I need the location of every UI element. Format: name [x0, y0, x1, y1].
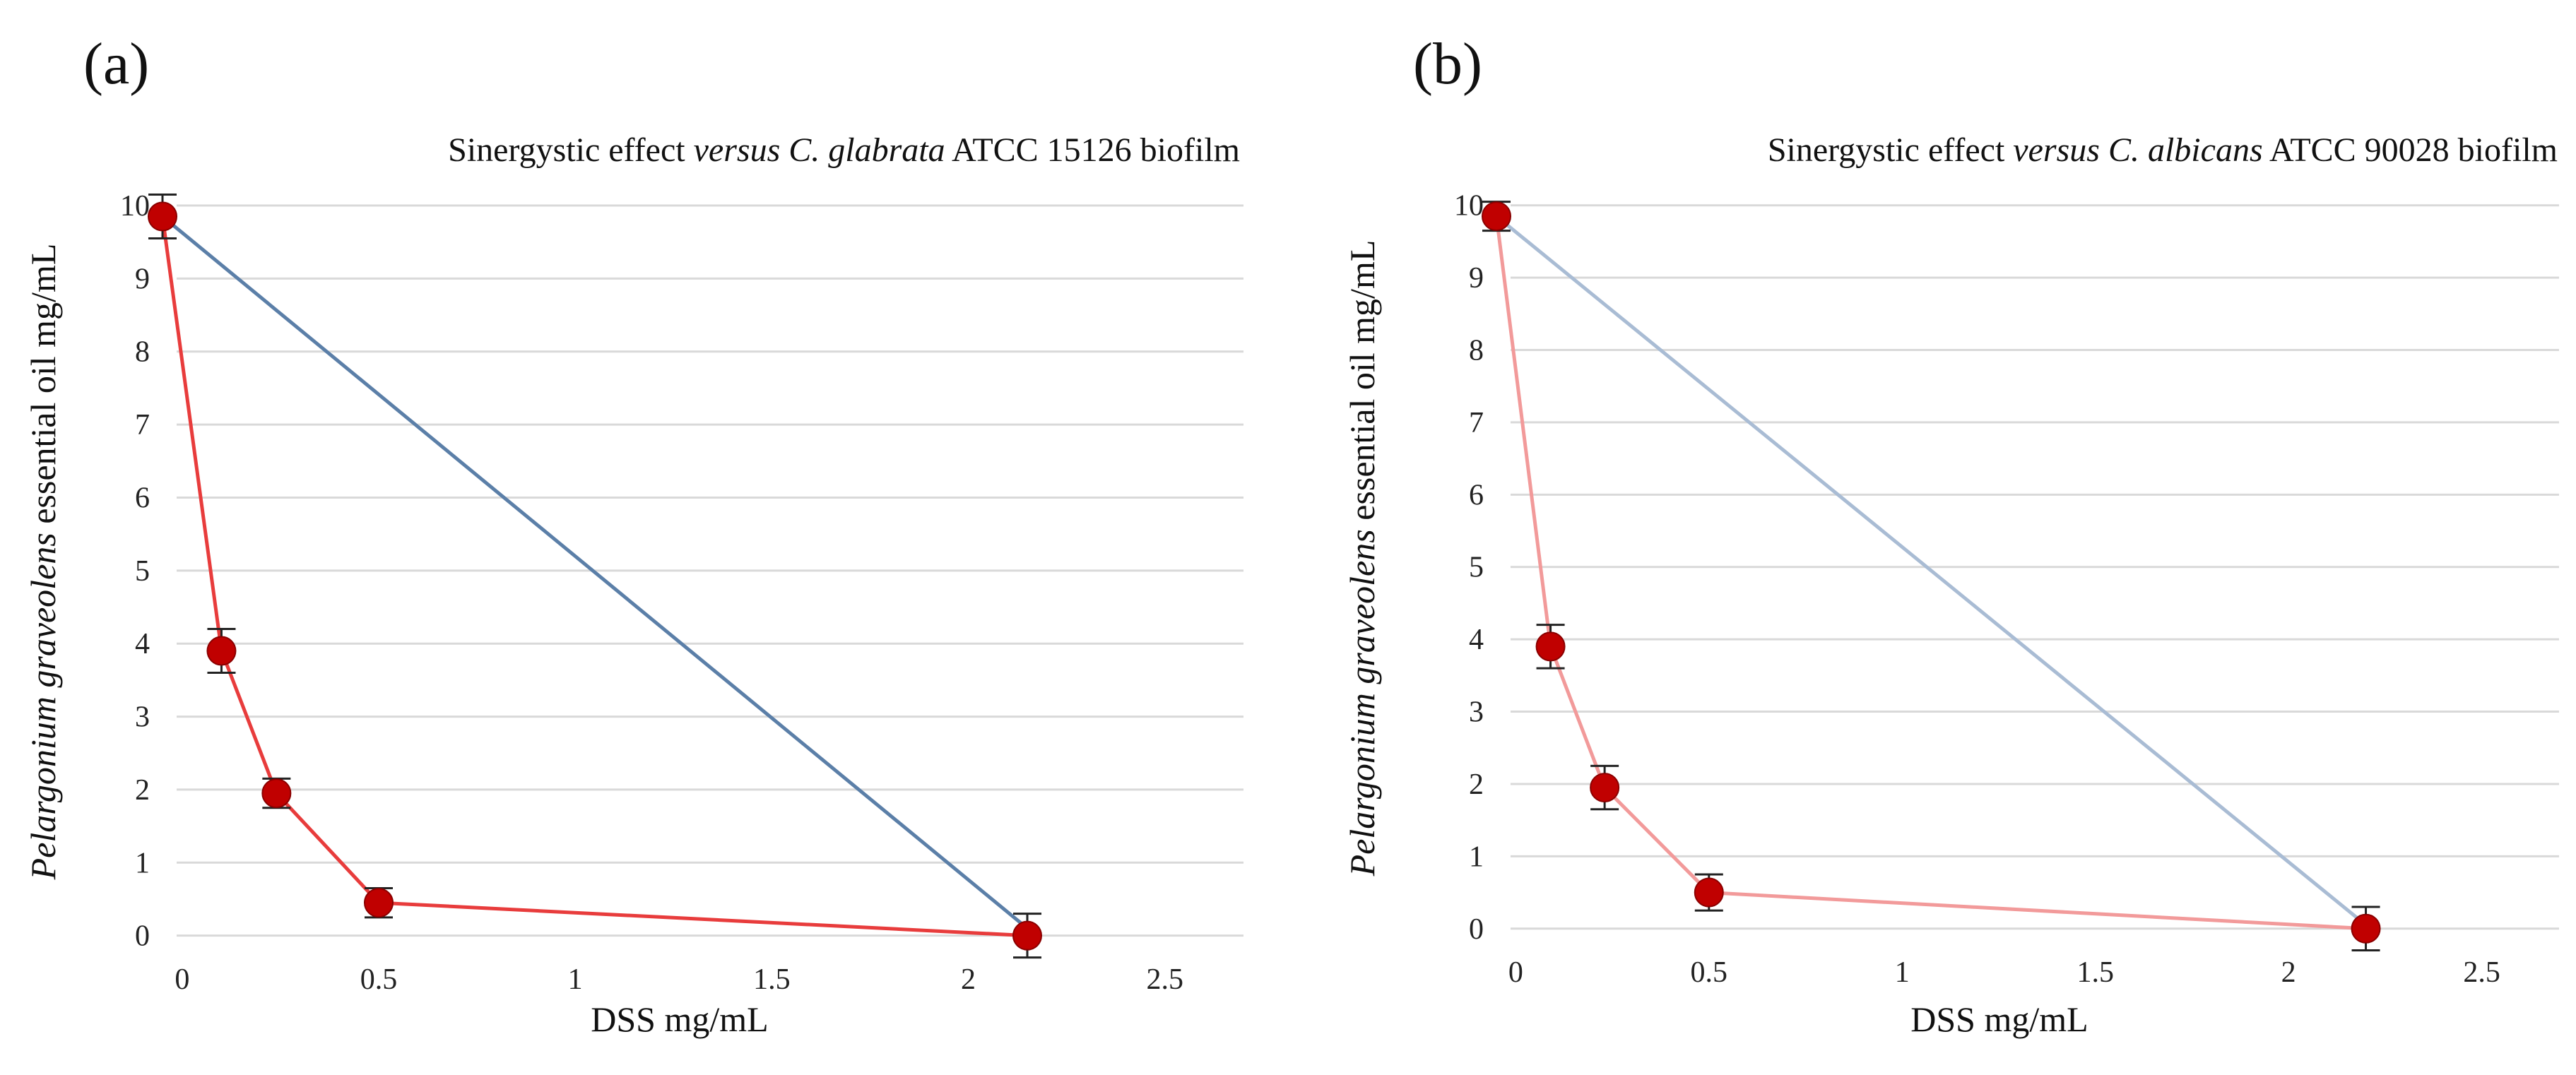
data-point	[1590, 773, 1620, 803]
x-tick-label: 2.5	[1146, 963, 1183, 996]
x-tick-label: 1	[568, 963, 583, 996]
chart-title-part: Sinergystic effect	[1768, 131, 2013, 169]
chart-title-part: Sinergystic effect	[448, 131, 693, 169]
y-tick-label: 9	[1469, 262, 1484, 295]
y-tick-label: 3	[135, 701, 150, 734]
chart-a: 0 1 2 3 4 5 6 7 8 9 10 0 0.5 1 1.5 2 2.5 (a) Sinergystic e…	[23, 31, 1243, 1039]
y-tick-label: 7	[1469, 407, 1484, 439]
y-tick-label: 1	[1469, 841, 1484, 873]
data-point	[261, 778, 292, 809]
y-axis-title-part: Pelargonium graveolens	[23, 533, 63, 880]
data-point	[1535, 631, 1566, 662]
y-tick-label: 0	[1469, 913, 1484, 946]
chart-title-part: ATCC 90028 biofilm	[2263, 131, 2558, 169]
y-tick-label: 10	[1454, 190, 1484, 222]
y-axis-title: Pelargonium graveolens essential oil mg/…	[23, 244, 63, 881]
x-tick-label: 2.5	[2463, 956, 2500, 989]
x-tick-label: 0.5	[360, 963, 398, 996]
y-axis-title-part: Pelargonium graveolens	[1342, 529, 1382, 877]
chart-title-part: versus C. glabrata	[694, 131, 945, 169]
x-tick-label: 1.5	[2076, 956, 2114, 989]
chart-title: Sinergystic effect versus C. glabrata AT…	[448, 131, 1240, 169]
y-axis-title: Pelargonium graveolens essential oil mg/…	[1342, 240, 1382, 877]
x-tick-label: 1	[1895, 956, 1910, 989]
chart-title-part: versus C. albicans	[2013, 131, 2262, 169]
x-tick-label: 0.5	[1691, 956, 1728, 989]
y-tick-label: 5	[1469, 552, 1484, 584]
data-point	[1012, 920, 1042, 951]
y-axis-title-part: essential oil mg/mL	[1342, 240, 1382, 530]
chart-b: 0 1 2 3 4 5 6 7 8 9 10 0 0.5 1 1.5 2 2.5 (b) Sinergystic e…	[1342, 31, 2559, 1039]
y-tick-label: 8	[135, 336, 150, 369]
x-tick-label: 0	[1508, 956, 1523, 989]
y-tick-label: 8	[1469, 335, 1484, 367]
x-tick-label: 0	[175, 963, 189, 996]
y-tick-label: 2	[135, 774, 150, 807]
x-tick-label: 2	[2281, 956, 2296, 989]
x-tick-label: 2	[961, 963, 976, 996]
data-point	[1694, 877, 1724, 908]
y-tick-label: 6	[1469, 479, 1484, 511]
y-tick-label: 10	[120, 190, 150, 222]
data-point	[1482, 201, 1511, 232]
y-tick-label: 1	[135, 847, 150, 879]
additivity-line	[1495, 215, 2368, 927]
y-tick-label: 5	[135, 555, 150, 588]
y-tick-label: 7	[135, 409, 150, 441]
y-tick-label: 0	[135, 920, 150, 953]
x-axis-title: DSS mg/mL	[1910, 999, 2088, 1039]
x-tick-label: 1.5	[753, 963, 791, 996]
y-tick-label: 6	[135, 482, 150, 514]
data-point	[148, 201, 177, 232]
y-tick-label: 4	[1469, 624, 1484, 656]
panel-label: (b)	[1413, 31, 1482, 97]
y-tick-label: 3	[1469, 696, 1484, 729]
additivity-line	[161, 215, 1029, 930]
y-axis-title-part: essential oil mg/mL	[23, 244, 63, 533]
y-tick-label: 2	[1469, 768, 1484, 801]
data-point	[206, 636, 237, 666]
y-tick-label: 9	[135, 263, 150, 295]
panel-label: (a)	[83, 31, 149, 97]
chart-title-part: ATCC 15126 biofilm	[945, 131, 1240, 169]
y-tick-label: 4	[135, 628, 150, 660]
data-point	[364, 888, 394, 918]
x-axis-title: DSS mg/mL	[591, 999, 768, 1039]
chart-title: Sinergystic effect versus C. albicans AT…	[1768, 131, 2558, 169]
data-point	[2351, 913, 2381, 944]
